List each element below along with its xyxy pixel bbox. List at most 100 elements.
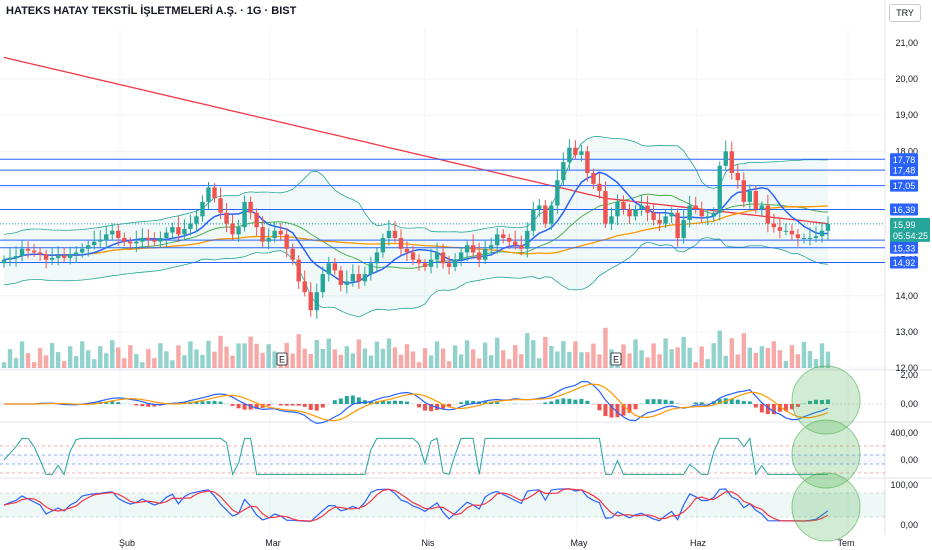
candle-body (140, 238, 145, 242)
macd-histogram-bar (326, 403, 331, 405)
highlight-circle (791, 419, 861, 489)
time-axis[interactable]: Şub Mar Nis May Haz Tem (119, 538, 855, 548)
bollinger-bands (3, 136, 829, 318)
cci-fill (0, 455, 885, 464)
volume-bar (693, 362, 698, 368)
candle-body (464, 245, 470, 253)
volume-bar (525, 333, 530, 368)
macd-histogram-bar (338, 398, 343, 404)
macd-histogram-bar (459, 402, 464, 404)
earnings-marker (276, 352, 288, 366)
volume-bar (134, 354, 139, 368)
macd-histogram-bar (266, 404, 271, 406)
candle-body (693, 205, 698, 210)
candle-body (669, 212, 674, 217)
macd-histogram-bar (350, 395, 355, 404)
volume-bar (218, 335, 223, 368)
volume-bar (224, 346, 229, 368)
level-label: 17,48 (893, 166, 916, 176)
volume-bar (825, 351, 831, 368)
macd-histogram-bar (759, 404, 764, 413)
macd-histogram-bar (441, 404, 446, 409)
volume-bar (735, 354, 740, 368)
volume-bar (404, 344, 410, 368)
candle-body (513, 241, 518, 246)
candle-body (326, 263, 331, 275)
volume-bar (344, 346, 350, 368)
volume-bar (110, 340, 115, 368)
macd-histogram-bar (483, 401, 488, 404)
currency-button[interactable]: TRY (889, 4, 921, 22)
volume-bar (687, 347, 692, 368)
candle-body (458, 252, 464, 260)
candle-body (86, 245, 91, 249)
candle-body (254, 212, 259, 228)
cci-panel: 400,00 0,00 (0, 428, 918, 476)
macd-histogram-bar (525, 404, 530, 405)
volume-bar (494, 337, 500, 368)
candle-body (314, 292, 319, 311)
earnings-marker-label: E (279, 355, 285, 365)
macd-histogram-bar (290, 404, 295, 406)
candle-body (266, 238, 271, 242)
candle-body (723, 151, 728, 166)
volume-bar (621, 344, 626, 368)
candle-body (368, 263, 374, 275)
candle-body (37, 252, 43, 255)
candle-body (416, 259, 422, 264)
candle-body (645, 205, 650, 213)
volume-bar (43, 355, 49, 368)
level-label-bg (890, 164, 918, 177)
macd-histogram-bar (537, 403, 542, 404)
candle-body (422, 263, 428, 267)
earnings-marker (610, 352, 622, 366)
volume-bar (789, 345, 795, 368)
candle-body (747, 191, 753, 202)
volume-bar (146, 349, 151, 368)
candle-body (224, 212, 229, 224)
macd-histogram-bar (495, 402, 500, 404)
volume-bar (807, 351, 813, 368)
highlight-circle (791, 365, 861, 435)
candle-body (825, 223, 831, 231)
candle-body (615, 201, 620, 217)
level-label: 17,78 (893, 155, 916, 165)
candle-body (122, 238, 127, 242)
level-label-bg (890, 153, 918, 166)
volume-bar (31, 362, 37, 368)
volume-bar (116, 347, 121, 368)
candle-body (627, 209, 632, 217)
candle-body (795, 234, 801, 238)
volume-bar (254, 343, 259, 368)
macd-histogram-bar (206, 401, 211, 404)
volume-bar (585, 352, 590, 368)
macd-histogram-bar (200, 401, 205, 404)
volume-bar (332, 349, 338, 368)
candle-body (386, 230, 392, 238)
candle-body (158, 238, 163, 242)
candle-body (230, 223, 235, 235)
cci-tick: 0,00 (900, 455, 918, 465)
macd-histogram-bar (314, 404, 319, 411)
volume-bar (104, 353, 109, 368)
volume-bar (675, 347, 680, 368)
macd-histogram-bar (591, 404, 596, 406)
macd-histogram-bar (807, 400, 812, 404)
candle-body (759, 205, 765, 210)
stochastic-panel: 100,00 0,00 (0, 480, 918, 530)
volume-bar (200, 354, 205, 368)
macd-histogram-bar (687, 404, 692, 405)
macd-histogram-bar (410, 403, 415, 405)
stoch-d-line (3, 488, 829, 522)
candle-body (61, 256, 67, 258)
macd-histogram-bar (621, 404, 626, 416)
candle-body (320, 274, 325, 293)
volume-bar (272, 351, 277, 368)
macd-histogram-bar (320, 404, 325, 408)
macd-histogram-bar (639, 403, 644, 404)
candle-body (380, 238, 386, 253)
volume-bar (338, 354, 344, 368)
candle-body (1, 259, 7, 264)
volume-bar (434, 341, 440, 368)
